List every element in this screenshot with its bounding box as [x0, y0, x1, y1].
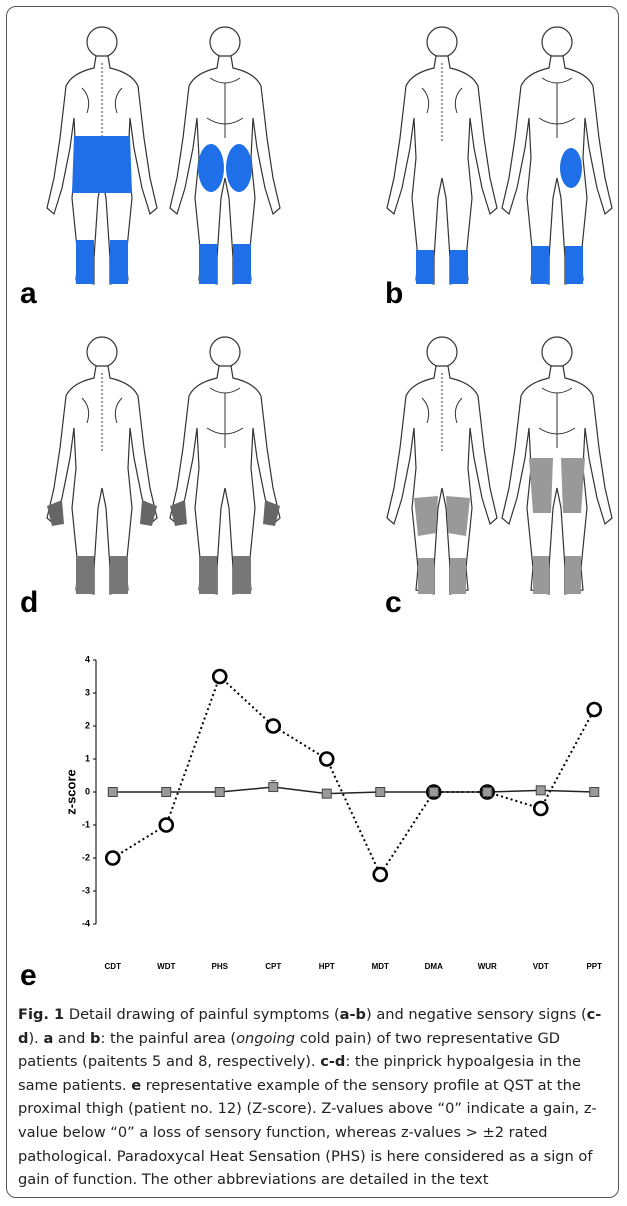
caption: Fig. 1 Detail drawing of painful symptom… — [18, 1003, 614, 1192]
x-tick-label: MDT — [372, 962, 389, 971]
x-tick-label: HPT — [319, 962, 335, 971]
marker — [374, 868, 387, 881]
marker — [483, 788, 492, 797]
marker — [108, 788, 117, 797]
marker — [215, 788, 224, 797]
caption-text: ongoing — [236, 1030, 295, 1047]
marker — [320, 753, 333, 766]
caption-text: c-d — [320, 1053, 345, 1070]
panel-label: b — [385, 277, 403, 310]
series-line — [113, 787, 595, 794]
y-tick-label: -2 — [82, 852, 90, 862]
x-tick-label: PHS — [212, 962, 229, 971]
caption-text: ) and negative sensory signs ( — [366, 1006, 587, 1023]
x-tick-label: PPT — [586, 962, 602, 971]
x-tick-label: WDT — [157, 962, 175, 971]
marker — [160, 819, 173, 832]
caption-text: Fig. 1 — [18, 1006, 64, 1023]
marker — [269, 783, 278, 792]
y-tick-label: -3 — [82, 885, 90, 895]
marker — [590, 788, 599, 797]
marker — [536, 786, 545, 795]
panel-label: a — [20, 277, 37, 310]
caption-text: a-b — [340, 1006, 366, 1023]
caption-text: b — [90, 1030, 100, 1047]
marker — [322, 789, 331, 798]
series-line — [113, 677, 595, 875]
marker — [162, 788, 171, 797]
y-axis-label: z-score — [63, 769, 78, 815]
panel-label: c — [385, 586, 402, 619]
x-tick-label: WUR — [478, 962, 497, 971]
y-tick-label: -4 — [82, 918, 90, 928]
y-tick-label: -1 — [82, 819, 90, 829]
caption-text: e — [131, 1077, 141, 1094]
x-tick-label: DMA — [425, 962, 443, 971]
y-tick-label: 1 — [85, 753, 90, 763]
marker — [534, 802, 547, 815]
marker — [213, 670, 226, 683]
caption-text: a — [43, 1030, 53, 1047]
x-tick-label: CDT — [105, 962, 122, 971]
x-tick-label: CPT — [265, 962, 281, 971]
marker — [588, 703, 601, 716]
y-tick-label: 0 — [85, 786, 90, 796]
panel-label: d — [20, 586, 38, 619]
x-tick-label: VDT — [533, 962, 549, 971]
marker — [267, 720, 280, 733]
caption-text: : the painful area ( — [100, 1030, 236, 1047]
y-tick-label: 3 — [85, 687, 90, 697]
body-drawings — [47, 27, 612, 594]
panel-label: e — [20, 959, 37, 992]
marker — [376, 788, 385, 797]
marker — [429, 788, 438, 797]
page: a b d c e z-score -4 -3 -2 -1 0 1 2 3 4 CDT WDT PHS… — [0, 0, 627, 1206]
figure: a b d c e z-score -4 -3 -2 -1 0 1 2 3 4 CDT WDT PHS… — [0, 0, 627, 1000]
caption-text: Detail drawing of painful symptoms ( — [64, 1006, 339, 1023]
caption-text: and — [53, 1030, 90, 1047]
y-tick-label: 4 — [85, 654, 90, 664]
y-tick-label: 2 — [85, 720, 90, 730]
marker — [106, 852, 119, 865]
caption-text: ). — [28, 1030, 43, 1047]
